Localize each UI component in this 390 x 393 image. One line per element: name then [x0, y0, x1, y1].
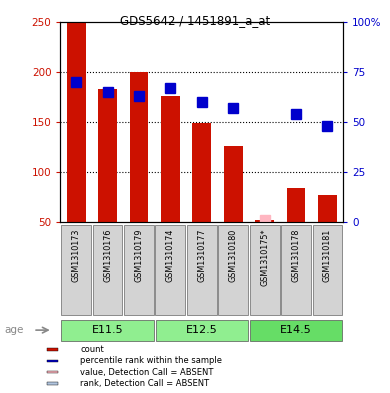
Text: GSM1310173: GSM1310173: [72, 229, 81, 282]
Bar: [93, 225, 122, 316]
Bar: [98, 89, 117, 222]
Text: GSM1310181: GSM1310181: [323, 229, 332, 282]
Bar: [192, 123, 211, 222]
Bar: [47, 360, 58, 362]
Text: GSM1310179: GSM1310179: [135, 229, 144, 282]
Text: age: age: [4, 325, 23, 335]
Text: GSM1310176: GSM1310176: [103, 229, 112, 282]
Bar: [318, 195, 337, 222]
Bar: [156, 225, 185, 316]
Text: GSM1310177: GSM1310177: [197, 229, 206, 282]
Text: GSM1310178: GSM1310178: [292, 229, 301, 282]
Text: rank, Detection Call = ABSENT: rank, Detection Call = ABSENT: [80, 379, 209, 388]
Bar: [250, 320, 342, 341]
Bar: [218, 225, 248, 316]
Bar: [61, 320, 154, 341]
Text: GSM1310180: GSM1310180: [229, 229, 238, 282]
Bar: [312, 225, 342, 316]
Bar: [47, 382, 58, 384]
Text: count: count: [80, 345, 104, 354]
Text: E11.5: E11.5: [92, 325, 123, 335]
Bar: [287, 188, 305, 222]
Text: E14.5: E14.5: [280, 325, 312, 335]
Bar: [67, 22, 85, 222]
Bar: [250, 225, 280, 316]
Text: GSM1310175*: GSM1310175*: [260, 229, 269, 286]
Bar: [61, 225, 91, 316]
Bar: [255, 220, 274, 222]
Bar: [224, 146, 243, 222]
Bar: [129, 72, 149, 222]
Bar: [124, 225, 154, 316]
Bar: [187, 225, 217, 316]
Bar: [161, 96, 180, 222]
Bar: [281, 225, 311, 316]
Bar: [156, 320, 248, 341]
Text: GDS5642 / 1451891_a_at: GDS5642 / 1451891_a_at: [120, 14, 270, 27]
Text: E12.5: E12.5: [186, 325, 218, 335]
Bar: [47, 349, 58, 351]
Text: value, Detection Call = ABSENT: value, Detection Call = ABSENT: [80, 367, 214, 376]
Text: GSM1310174: GSM1310174: [166, 229, 175, 282]
Text: percentile rank within the sample: percentile rank within the sample: [80, 356, 222, 365]
Bar: [47, 371, 58, 373]
